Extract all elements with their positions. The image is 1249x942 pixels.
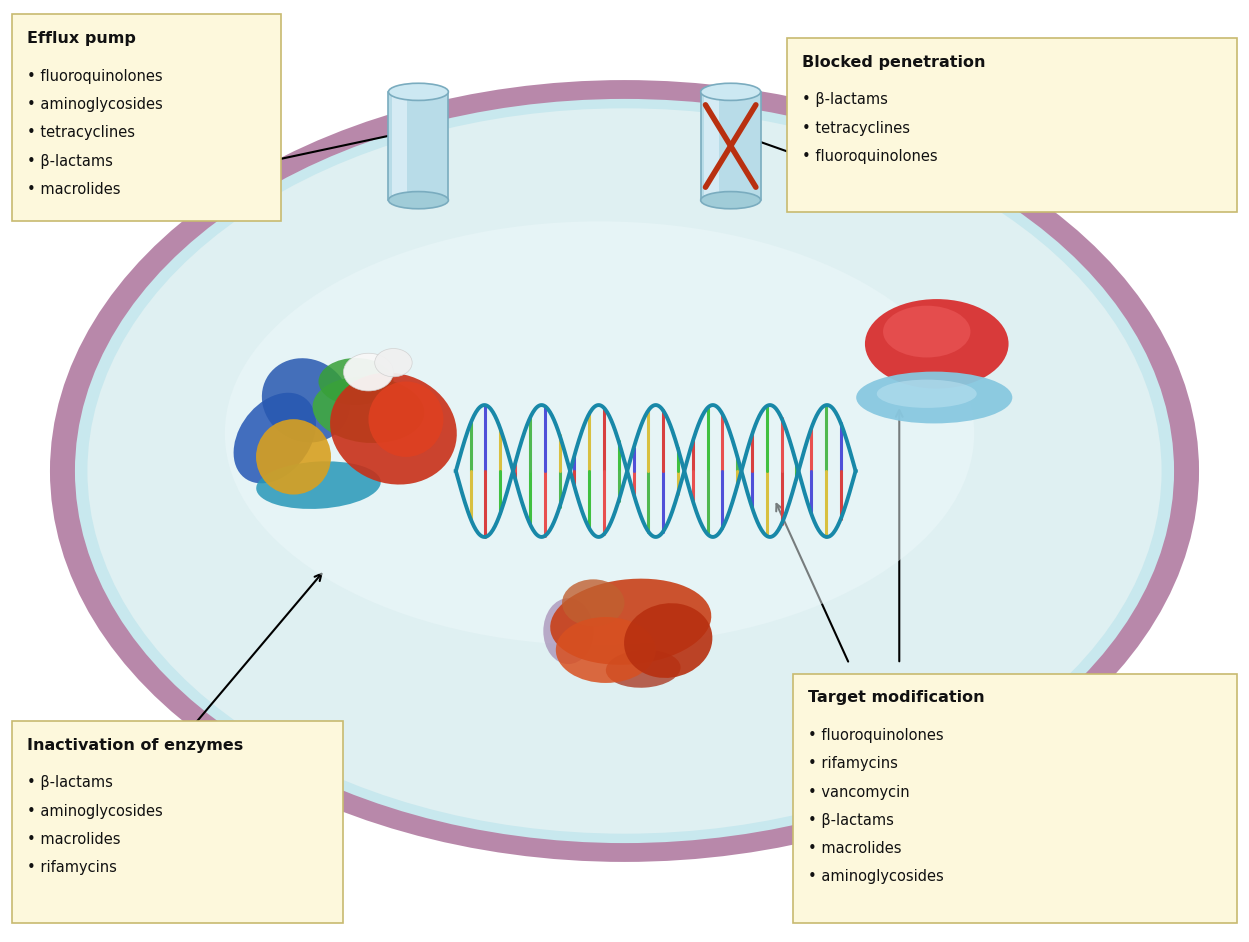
- Text: • rifamycins: • rifamycins: [808, 756, 898, 771]
- Ellipse shape: [87, 108, 1162, 834]
- FancyBboxPatch shape: [787, 38, 1237, 212]
- Ellipse shape: [318, 358, 393, 405]
- Ellipse shape: [864, 300, 1009, 389]
- Text: • β-lactams: • β-lactams: [27, 154, 114, 169]
- Text: • macrolides: • macrolides: [27, 182, 121, 197]
- FancyBboxPatch shape: [701, 92, 761, 201]
- Text: • aminoglycosides: • aminoglycosides: [27, 804, 164, 819]
- Ellipse shape: [624, 603, 712, 678]
- Ellipse shape: [701, 83, 761, 101]
- Ellipse shape: [543, 598, 593, 664]
- Text: • fluoroquinolones: • fluoroquinolones: [27, 69, 164, 84]
- Ellipse shape: [225, 221, 974, 645]
- Text: • β-lactams: • β-lactams: [27, 775, 114, 790]
- Ellipse shape: [551, 578, 711, 665]
- Ellipse shape: [856, 372, 1012, 424]
- Ellipse shape: [50, 80, 1199, 862]
- Text: Efflux pump: Efflux pump: [27, 31, 136, 46]
- Ellipse shape: [556, 617, 656, 683]
- Text: • vancomycin: • vancomycin: [808, 785, 909, 800]
- Ellipse shape: [256, 462, 381, 509]
- Text: • tetracyclines: • tetracyclines: [27, 125, 135, 140]
- FancyBboxPatch shape: [392, 97, 407, 196]
- Ellipse shape: [262, 358, 350, 443]
- Ellipse shape: [312, 377, 425, 443]
- Ellipse shape: [606, 650, 681, 688]
- Ellipse shape: [388, 83, 448, 101]
- Text: Target modification: Target modification: [808, 690, 984, 706]
- Text: Blocked penetration: Blocked penetration: [802, 55, 985, 70]
- FancyBboxPatch shape: [704, 97, 719, 196]
- Ellipse shape: [375, 349, 412, 377]
- FancyBboxPatch shape: [793, 674, 1237, 923]
- Ellipse shape: [343, 353, 393, 391]
- Ellipse shape: [330, 373, 457, 484]
- Text: Inactivation of enzymes: Inactivation of enzymes: [27, 738, 244, 753]
- FancyBboxPatch shape: [12, 721, 343, 923]
- Ellipse shape: [701, 191, 761, 209]
- Ellipse shape: [877, 380, 977, 408]
- Text: • tetracyclines: • tetracyclines: [802, 121, 909, 136]
- Text: • fluoroquinolones: • fluoroquinolones: [808, 728, 944, 743]
- Text: • macrolides: • macrolides: [808, 841, 902, 856]
- Text: • fluoroquinolones: • fluoroquinolones: [802, 149, 938, 164]
- Text: • aminoglycosides: • aminoglycosides: [27, 97, 164, 112]
- Ellipse shape: [388, 191, 448, 209]
- Ellipse shape: [883, 305, 970, 358]
- Text: • aminoglycosides: • aminoglycosides: [808, 869, 944, 885]
- Ellipse shape: [75, 99, 1174, 843]
- Ellipse shape: [562, 579, 624, 626]
- FancyBboxPatch shape: [388, 92, 448, 201]
- Ellipse shape: [234, 393, 316, 483]
- FancyBboxPatch shape: [12, 14, 281, 221]
- Text: • rifamycins: • rifamycins: [27, 860, 117, 875]
- Text: • β-lactams: • β-lactams: [808, 813, 894, 828]
- Ellipse shape: [256, 419, 331, 495]
- Ellipse shape: [368, 382, 443, 457]
- Text: • macrolides: • macrolides: [27, 832, 121, 847]
- Text: • β-lactams: • β-lactams: [802, 92, 888, 107]
